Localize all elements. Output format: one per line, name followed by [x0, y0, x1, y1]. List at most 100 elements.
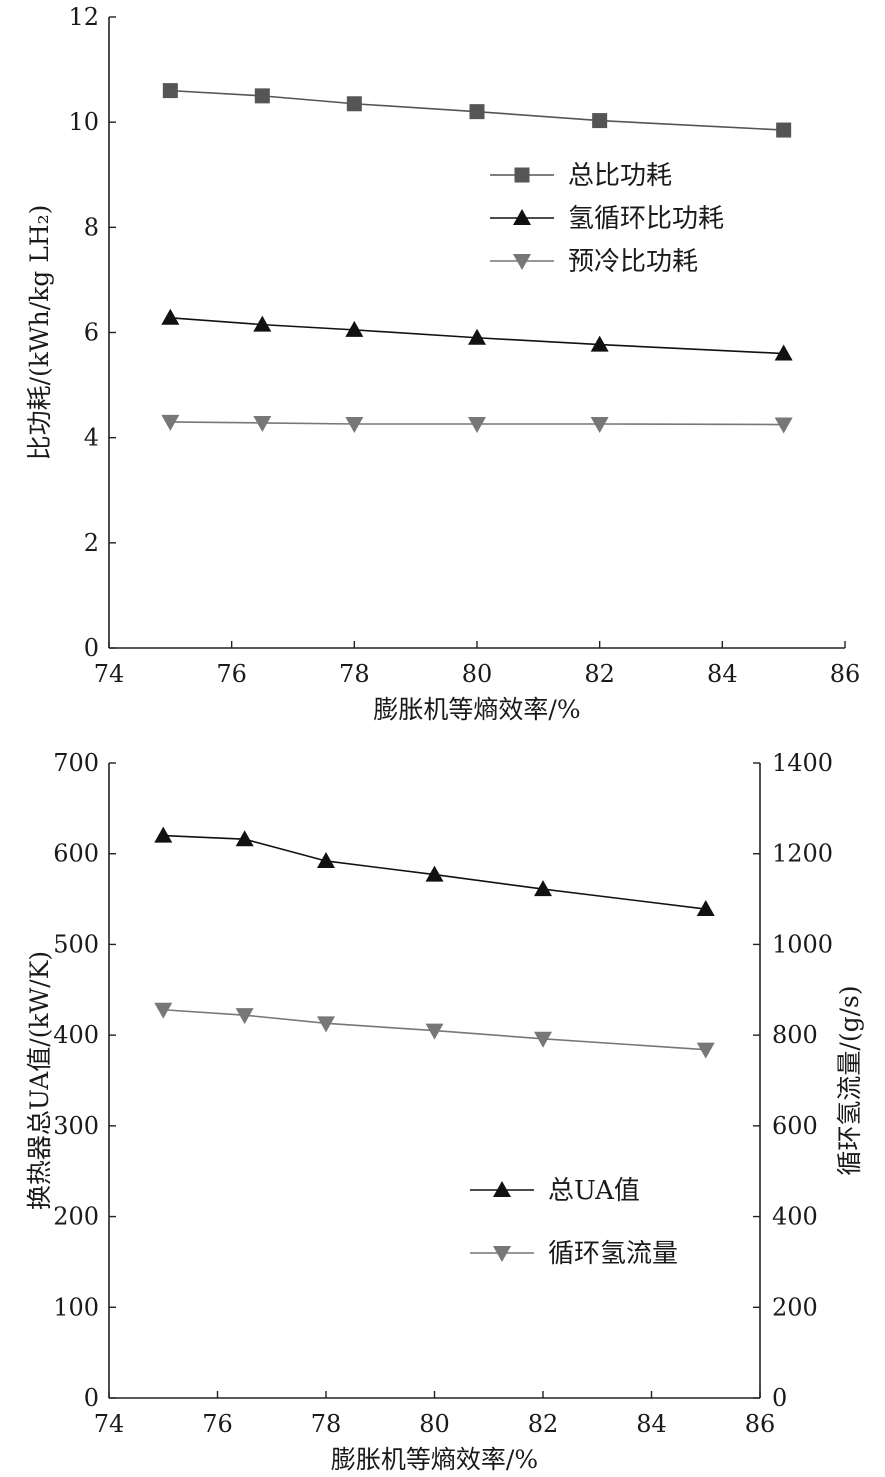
x-tick-label: 84 — [707, 660, 738, 688]
data-point — [425, 1023, 444, 1040]
y-axis-label: 比功耗/(kWh/kg LH₂) — [25, 205, 54, 461]
legend-entry: 预冷比功耗 — [490, 247, 698, 277]
data-point — [774, 417, 793, 434]
y-tick-label: 0 — [84, 1384, 99, 1412]
x-tick-label: 78 — [311, 1410, 342, 1438]
series-line — [170, 421, 784, 426]
data-point — [774, 344, 793, 361]
series-line — [170, 89, 784, 131]
data-point — [154, 1002, 173, 1019]
y2-tick-label: 600 — [772, 1112, 818, 1140]
x-tick-label: 78 — [339, 660, 370, 688]
legend-entry: 氢循环比功耗 — [490, 204, 724, 234]
series-1 — [162, 83, 792, 138]
series-line — [170, 316, 784, 355]
x-tick-label: 84 — [636, 1410, 667, 1438]
y-tick-label: 700 — [53, 749, 99, 777]
y2-tick-label: 400 — [772, 1203, 818, 1231]
data-point — [468, 328, 486, 345]
y-tick-label: 6 — [84, 319, 99, 347]
data-point — [254, 88, 270, 104]
series-line — [163, 1008, 706, 1051]
data-point — [776, 122, 792, 138]
x-tick-label: 80 — [462, 660, 493, 688]
y-tick-label: 8 — [84, 213, 99, 241]
legend-label: 总比功耗 — [568, 161, 672, 191]
data-point — [469, 104, 485, 120]
data-point — [696, 1042, 715, 1059]
data-point — [235, 830, 254, 847]
x-tick-label: 76 — [202, 1410, 233, 1438]
legend-entry: 循环氢流量 — [470, 1239, 678, 1269]
x-tick-label: 86 — [830, 660, 861, 688]
y2-axis-label: 循环氢流量/(g/s) — [835, 985, 864, 1175]
data-point — [590, 416, 609, 433]
data-point — [345, 416, 364, 433]
data-point — [253, 415, 272, 432]
y2-tick-label: 1000 — [772, 930, 833, 958]
data-point — [696, 900, 715, 917]
legend-label: 总UA值 — [548, 1176, 640, 1206]
chart-1: 74 76 78 80 82 84 86 0 2 4 6 8 10 12 膨胀机等熵效率/% 比功耗/(kWh… — [25, 3, 860, 724]
y-tick-label: 400 — [53, 1021, 99, 1049]
y-tick-label: 300 — [53, 1112, 99, 1140]
y-tick-label: 200 — [53, 1203, 99, 1231]
data-point — [425, 865, 444, 882]
data-point — [534, 1031, 552, 1048]
data-point — [317, 1016, 335, 1033]
y-tick-label: 2 — [84, 529, 99, 557]
data-point — [161, 308, 180, 325]
data-point — [162, 83, 178, 99]
legend-entry: 总UA值 — [470, 1176, 640, 1206]
x-tick-label: 80 — [419, 1410, 450, 1438]
data-point — [534, 880, 552, 897]
data-point — [154, 826, 173, 843]
legend-marker — [513, 254, 531, 270]
x-tick-label: 74 — [94, 1410, 125, 1438]
y-tick-label: 0 — [84, 634, 99, 662]
x-axis-label: 膨胀机等熵效率/% — [331, 1445, 538, 1474]
x-tick-label: 82 — [528, 1410, 559, 1438]
y-tick-label: 600 — [53, 840, 99, 868]
series-2 — [161, 308, 793, 361]
series-1 — [154, 826, 715, 917]
y-tick-label: 500 — [53, 930, 99, 958]
y-tick-label: 10 — [68, 108, 99, 136]
x-tick-label: 74 — [94, 660, 125, 688]
y2-tick-label: 0 — [772, 1384, 787, 1412]
data-point — [346, 96, 362, 112]
data-point — [235, 1008, 254, 1025]
y2-tick-label: 1200 — [772, 840, 833, 868]
y-tick-label: 100 — [53, 1293, 99, 1321]
x-axis-label: 膨胀机等熵效率/% — [373, 695, 580, 724]
data-point — [592, 113, 608, 129]
y2-tick-label: 800 — [772, 1021, 818, 1049]
data-point — [317, 851, 335, 868]
y-tick-label: 4 — [84, 424, 99, 452]
x-tick-label: 82 — [584, 660, 615, 688]
legend-label: 预冷比功耗 — [568, 247, 698, 277]
legend-marker — [513, 209, 531, 225]
legend-marker — [514, 167, 530, 183]
data-point — [345, 320, 364, 337]
data-point — [161, 414, 180, 431]
x-tick-label: 86 — [745, 1410, 776, 1438]
legend-marker — [493, 1181, 511, 1197]
y-tick-label: 12 — [68, 3, 99, 31]
legend-marker — [493, 1246, 511, 1262]
series-3 — [161, 414, 793, 434]
data-point — [468, 416, 486, 433]
legend-entry: 总比功耗 — [490, 161, 672, 191]
y-axis-label: 换热器总UA值/(kW/K) — [25, 951, 54, 1210]
legend-label: 循环氢流量 — [548, 1239, 678, 1269]
y2-tick-label: 1400 — [772, 749, 833, 777]
x-tick-label: 76 — [216, 660, 247, 688]
y2-tick-label: 200 — [772, 1293, 818, 1321]
series-2 — [154, 1002, 715, 1059]
data-point — [590, 335, 609, 352]
legend-label: 氢循环比功耗 — [568, 204, 724, 234]
chart-2: 74 76 78 80 82 84 8601002003004005006007000200… — [25, 749, 864, 1474]
series-line — [163, 834, 706, 910]
data-point — [253, 315, 272, 332]
